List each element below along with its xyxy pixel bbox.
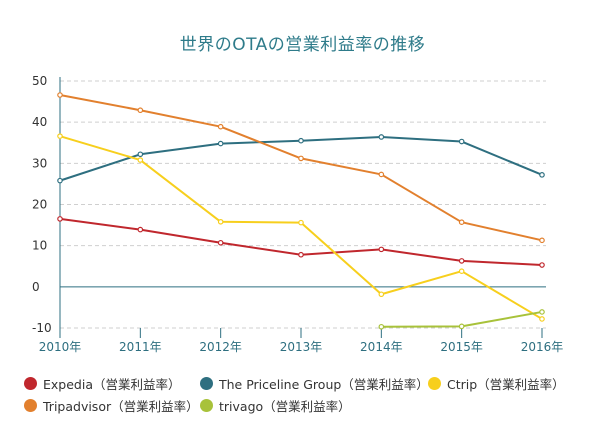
y-tick-label: 30 [32,156,47,170]
data-point [217,140,224,147]
x-tick-label: 2013年 [280,340,323,354]
y-tick-label: 0 [32,280,40,294]
legend-item[interactable]: Ctrip（営業利益率） [428,374,565,393]
data-point [137,157,144,163]
y-tick-label: 50 [32,74,47,88]
y-tick-label: 40 [32,115,47,129]
data-point [539,262,545,268]
data-point [57,133,63,139]
legend-item[interactable]: Expedia（営業利益率） [24,374,181,393]
data-point [378,291,385,298]
data-point [539,172,545,178]
data-point [217,239,224,246]
data-point [378,171,385,178]
data-point [137,107,144,114]
legend-label: The Priceline Group（営業利益率） [219,377,429,392]
axes: 50 40 30 20 10 0 -10 2010年 2011年 2012年 2013年 2014年 2… [32,74,563,354]
series-line [59,217,543,267]
x-tick-label: 2014年 [360,340,403,354]
legend-label: trivago（営業利益率） [219,399,351,414]
data-point [137,226,144,233]
series-lines [59,94,543,328]
legend-item[interactable]: The Priceline Group（営業利益率） [200,374,429,393]
x-tick-label: 2015年 [440,340,483,354]
y-tick-label: 10 [32,239,47,253]
data-point [57,92,63,98]
chart-title: 世界のOTAの営業利益率の推移 [179,35,426,55]
data-point [539,237,545,244]
y-tick-label: 20 [32,198,47,212]
data-point [137,151,144,158]
legend-swatch [428,377,441,390]
x-tick-label: 2012年 [199,340,242,354]
legend-swatch [24,399,37,412]
legend-item[interactable]: Tripadvisor（営業利益率） [24,396,199,415]
data-point [217,218,224,225]
data-point [298,137,304,144]
y-tick-label: -10 [32,321,52,335]
data-point [298,251,304,258]
legend-swatch [200,377,213,390]
data-point [217,123,224,130]
data-point [458,258,465,264]
data-point [57,177,63,184]
data-point [378,246,385,253]
legend-swatch [24,377,37,390]
data-point [458,268,465,274]
data-point [539,309,545,315]
data-point [458,219,465,226]
data-point [458,323,465,330]
data-point [378,323,385,330]
data-points [57,92,545,330]
data-point [458,138,465,145]
legend-swatch [200,399,213,412]
legend-label: Expedia（営業利益率） [43,377,181,392]
grid-lines [60,80,546,329]
legend-label: Tripadvisor（営業利益率） [43,399,199,414]
data-point [298,219,304,226]
x-tick-label: 2016年 [521,340,564,354]
series-line [59,94,543,242]
legend-label: Ctrip（営業利益率） [447,377,565,392]
legend-item[interactable]: trivago（営業利益率） [200,396,351,415]
data-point [298,155,304,162]
x-tick-label: 2010年 [39,340,82,354]
data-point [539,316,545,322]
data-point [57,216,63,222]
x-tick-label: 2011年 [119,340,162,354]
data-point [378,134,385,140]
